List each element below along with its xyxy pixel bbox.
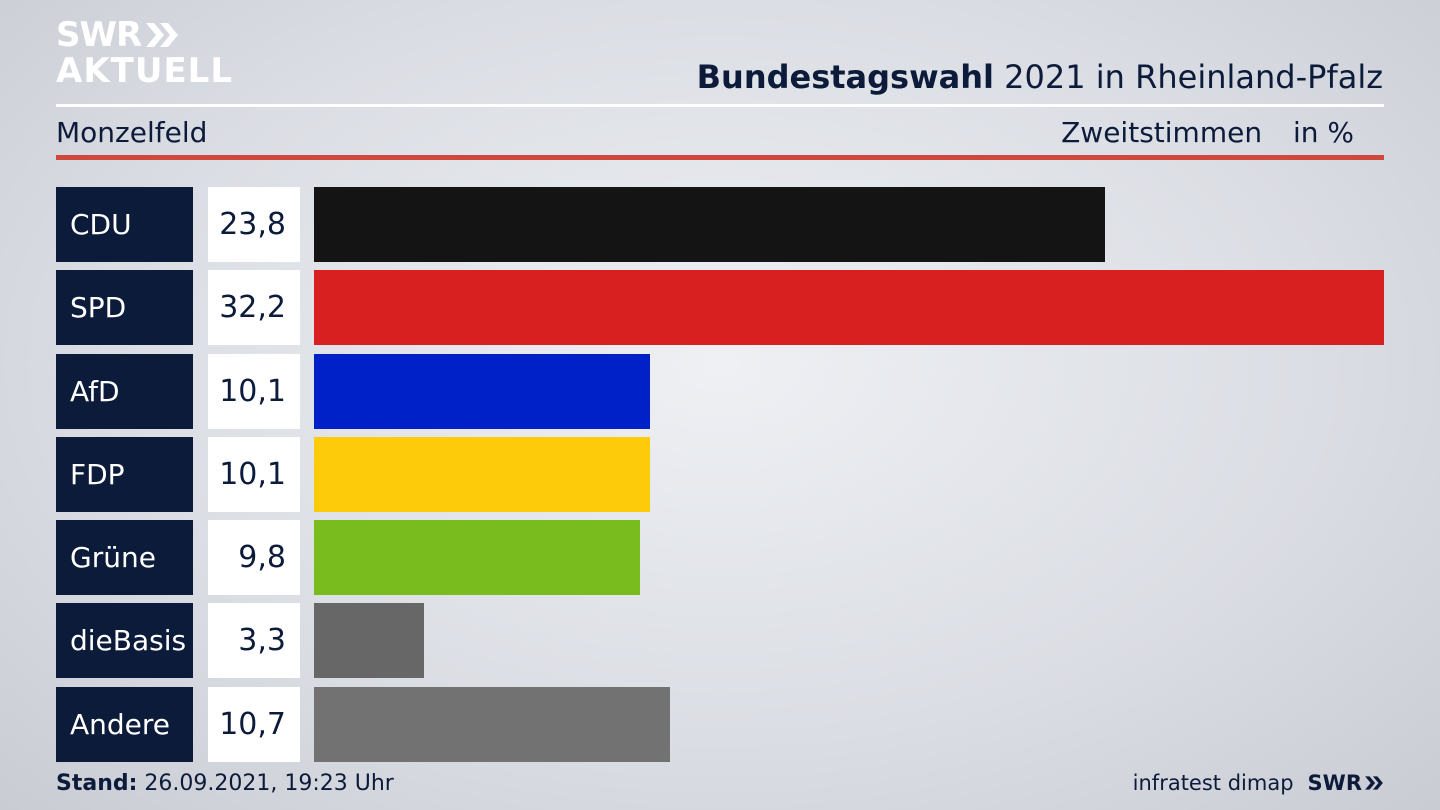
- title-bold: Bundestagswahl: [696, 58, 994, 96]
- measure-label: Zweitstimmen in %: [1061, 116, 1354, 149]
- party-label: CDU: [56, 187, 193, 262]
- location-label: Monzelfeld: [56, 116, 208, 149]
- bar: [314, 353, 650, 429]
- chart-row: Grüne 9,8: [56, 520, 1384, 596]
- value-label: 23,8: [208, 187, 300, 262]
- chart-row: SPD 32,2: [56, 270, 1384, 346]
- value-label: 32,2: [208, 270, 300, 346]
- value-label: 9,8: [208, 520, 300, 596]
- timestamp-label: Stand:: [56, 771, 138, 796]
- bar: [314, 270, 1384, 346]
- bar: [314, 187, 1105, 262]
- logo-swr-text: SWR: [56, 15, 142, 55]
- party-label: dieBasis: [56, 603, 193, 679]
- value-label: 10,1: [208, 353, 300, 429]
- chart-row: FDP 10,1: [56, 436, 1384, 512]
- double-chevron-icon: [1365, 776, 1383, 790]
- value-label: 10,7: [208, 686, 300, 762]
- timestamp: Stand: 26.09.2021, 19:23 Uhr: [56, 771, 394, 796]
- accent-divider: [56, 155, 1384, 160]
- chart-row: AfD 10,1: [56, 353, 1384, 429]
- measure-unit: in %: [1292, 116, 1354, 149]
- header-divider: [56, 104, 1384, 107]
- bar: [314, 436, 650, 512]
- party-label: Grüne: [56, 520, 193, 596]
- bar: [314, 686, 670, 762]
- logo-aktuell-text: AKTUELL: [56, 51, 234, 91]
- party-label: SPD: [56, 270, 193, 346]
- bar-chart: CDU 23,8 SPD 32,2 AfD 10,1 FDP 10,1 Grüne 9,8 dieB…: [56, 187, 1384, 770]
- bar: [314, 603, 424, 679]
- source-label: infratest dimap: [1132, 771, 1294, 795]
- value-label: 10,1: [208, 436, 300, 512]
- chart-row: dieBasis 3,3: [56, 603, 1384, 679]
- measure-name: Zweitstimmen: [1061, 116, 1263, 149]
- timestamp-value: 26.09.2021, 19:23 Uhr: [144, 771, 394, 796]
- value-label: 3,3: [208, 603, 300, 679]
- double-chevron-icon: [146, 23, 179, 47]
- chart-row: Andere 10,7: [56, 686, 1384, 762]
- title-rest: 2021 in Rheinland-Pfalz: [1004, 58, 1383, 96]
- page-title: Bundestagswahl 2021 in Rheinland-Pfalz: [697, 58, 1383, 96]
- party-label: FDP: [56, 436, 193, 512]
- footer-swr-text: SWR: [1307, 771, 1362, 795]
- swr-aktuell-logo: SWR AKTUELL: [56, 18, 233, 88]
- party-label: Andere: [56, 686, 193, 762]
- source-credit: infratest dimap SWR: [1133, 771, 1384, 795]
- footer-swr-logo: SWR: [1308, 771, 1384, 795]
- chart-row: CDU 23,8: [56, 187, 1384, 262]
- bar: [314, 520, 640, 596]
- party-label: AfD: [56, 353, 193, 429]
